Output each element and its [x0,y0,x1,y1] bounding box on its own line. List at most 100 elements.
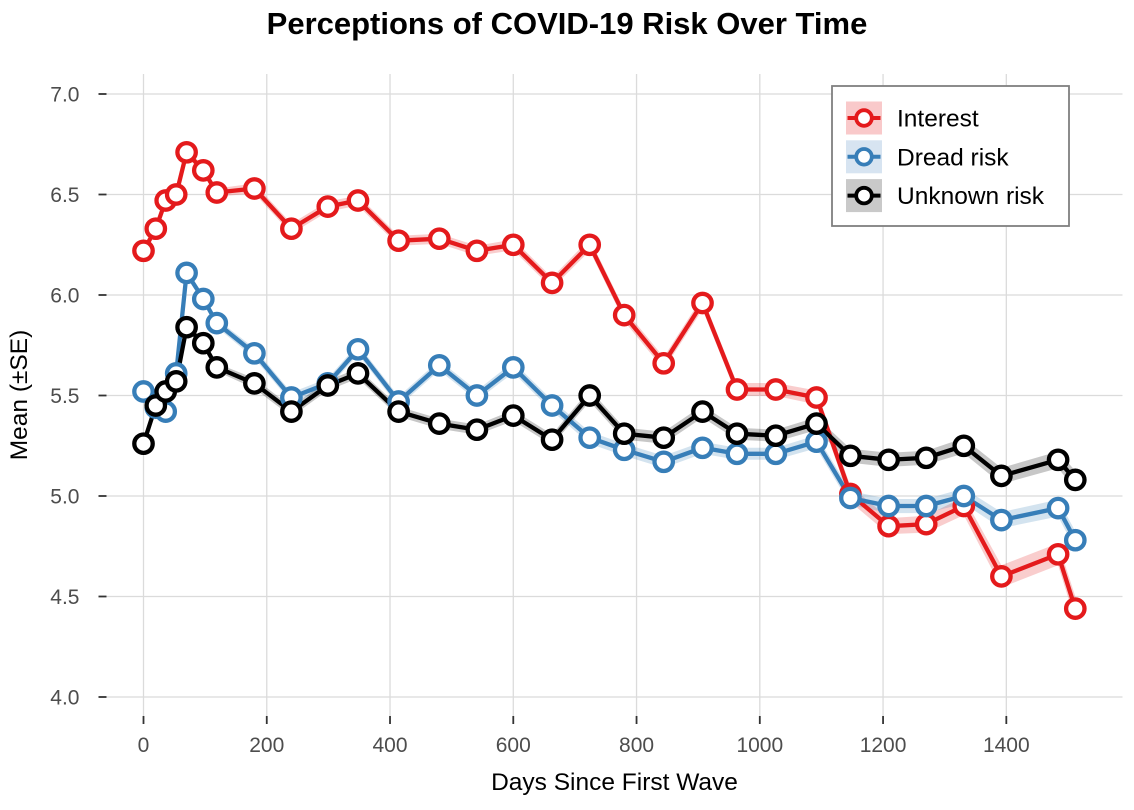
unknown-risk-point [764,424,788,448]
unknown-risk-point [540,428,564,452]
legend-key-point [854,108,874,128]
unknown-risk-point [316,374,340,397]
interest-point [205,181,229,204]
x-tick-label: 400 [372,734,407,757]
interest-point [427,227,451,251]
dread-risk-point [205,311,229,335]
unknown-risk-point [578,384,602,407]
interest-point [805,386,828,409]
legend-key-point [854,147,874,167]
interest-point [691,291,714,315]
dread-risk-point [805,430,828,454]
dread-risk-point [952,484,976,508]
legend-key-point [854,185,874,206]
dread-risk-point [1046,496,1070,520]
unknown-risk-point [465,418,489,442]
interest-point [387,229,410,253]
unknown-risk-point [1063,468,1087,492]
interest-point [990,565,1013,588]
x-tick-label: 0 [138,734,150,757]
interest-point [1063,597,1087,620]
dread-risk-point [191,287,215,311]
x-tick-label: 600 [496,734,531,757]
unknown-risk-point [990,464,1013,488]
interest-point [191,159,215,182]
y-tick-label: 7.0 [50,84,79,107]
interest-point [652,351,676,375]
interest-point [501,233,525,257]
dread-risk-point [839,486,862,510]
y-tick-label: 5.0 [50,486,79,509]
unknown-risk-point [501,404,525,427]
dread-risk-point [132,380,155,403]
legend-label: Unknown risk [897,183,1045,210]
dread-risk-point [501,356,525,379]
unknown-risk-point [427,412,451,435]
unknown-risk-point [877,448,900,472]
x-axis-title: Days Since First Wave [491,769,738,796]
x-tick-label: 800 [619,734,654,757]
unknown-risk-point [691,400,714,423]
unknown-risk-point [652,426,676,450]
dread-risk-point [540,394,564,417]
y-tick-label: 4.5 [50,586,79,609]
x-tick-label: 1400 [983,734,1030,757]
interest-point [280,217,303,241]
dread-risk-point [465,384,489,407]
unknown-risk-point [914,446,938,470]
unknown-risk-point [387,400,410,423]
interest-point [132,239,155,263]
unknown-risk-point [132,432,155,456]
interest-point [1046,542,1070,566]
interest-point [764,378,788,401]
interest-point [465,239,489,263]
dread-risk-point [346,337,370,361]
dread-risk-point [725,442,749,466]
dread-risk-point [578,426,602,450]
legend-label: Dread risk [897,144,1009,171]
unknown-risk-point [243,372,266,395]
y-tick-label: 4.0 [50,687,79,710]
dread-risk-point [990,508,1013,532]
dread-risk-ribbon [143,268,1076,550]
dread-risk-point [764,442,788,466]
unknown-risk-point [952,434,976,458]
unknown-risk-point [205,356,229,379]
unknown-risk-point [1046,448,1070,472]
chart-title: Perceptions of COVID-19 Risk Over Time [266,6,868,41]
y-tick-label: 6.0 [50,285,79,308]
dread-risk-point [652,450,676,474]
unknown-risk-point [725,422,749,446]
dread-risk-point [427,353,451,377]
interest-point [877,514,900,538]
dread-risk-point [914,494,938,518]
interest-point [316,195,340,218]
interest-point [578,233,602,257]
unknown-risk-point [346,362,370,385]
unknown-risk-point [805,412,828,435]
unknown-risk-point [612,422,636,446]
interest-point [175,140,198,164]
interest-point [243,177,266,200]
dread-risk-point [691,436,714,460]
y-tick-label: 5.5 [50,385,79,408]
interest-point [540,271,564,295]
x-tick-label: 1200 [860,734,907,757]
unknown-risk-point [280,400,303,423]
dread-risk-point [877,494,900,518]
unknown-risk-point [191,331,215,355]
dread-risk-point [243,341,266,365]
interest-point [914,512,938,536]
legend-label: Interest [897,106,979,133]
interest-point [164,183,188,206]
y-tick-label: 6.5 [50,184,79,207]
unknown-risk-point [175,315,198,339]
interest-point [725,378,749,401]
x-tick-label: 1000 [736,734,783,757]
dread-risk-point [1063,528,1087,552]
unknown-risk-point [839,444,862,468]
unknown-risk-point [164,370,188,393]
interest-point [612,303,636,327]
interest-point [346,189,370,212]
